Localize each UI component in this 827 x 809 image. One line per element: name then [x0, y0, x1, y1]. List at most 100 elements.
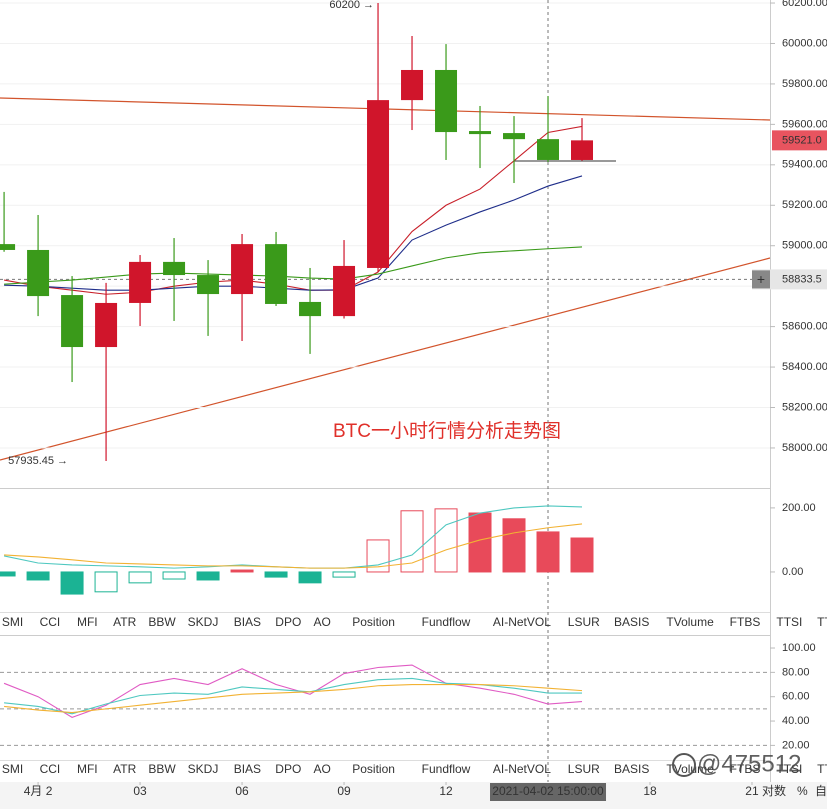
price-annotation: 57935.45 → — [8, 455, 68, 467]
y-tick-label: 100.00 — [782, 642, 816, 654]
x-tick-label: 18 — [643, 784, 657, 798]
y-tick-label: 59800.00 — [782, 78, 827, 90]
crosshair-x-tag — [490, 783, 607, 801]
crosshair-x-label: 2021-04-02 15:00:00 — [492, 784, 604, 798]
indicator-bar — [162, 571, 186, 580]
chart-title: BTC一小时行情分析走势图 — [333, 420, 561, 442]
watermark: @475512 — [697, 750, 801, 777]
indicator-bar — [332, 571, 356, 578]
add-button[interactable] — [752, 270, 770, 289]
axis-option[interactable]: 对数 — [762, 783, 786, 798]
y-tick-label: 60200.00 — [782, 0, 827, 9]
indicator-bar — [366, 539, 390, 573]
indicator-tab[interactable]: BIAS — [234, 762, 261, 776]
add-icon: + — [757, 271, 765, 287]
indicator-tab[interactable]: AI-NetVOL — [493, 615, 551, 629]
indicator-tab[interactable]: CCI — [40, 762, 61, 776]
indicator-bar — [502, 518, 526, 573]
last-price-tag — [772, 130, 827, 151]
candle-body — [231, 244, 254, 295]
candle-body — [95, 302, 118, 348]
indicator-tab[interactable]: MFI — [77, 762, 98, 776]
indicator-bar — [128, 571, 152, 584]
indicator-tab[interactable]: FTBS — [730, 615, 761, 629]
indicator-tab[interactable]: Position — [352, 762, 395, 776]
candle-body — [27, 249, 50, 297]
moving-average — [3, 125, 583, 295]
indicator-tab[interactable]: SKDJ — [188, 762, 219, 776]
indicator-bar — [570, 537, 594, 573]
axis-option[interactable]: 自 — [815, 784, 827, 798]
candle-body — [129, 261, 152, 303]
indicator-tab[interactable]: TTSI — [776, 615, 802, 629]
indicator-tab[interactable]: LSUR — [568, 762, 600, 776]
indicator-tab[interactable]: BASIS — [614, 762, 649, 776]
x-tick-label: 4月 2 — [24, 784, 53, 798]
candle-body — [333, 265, 356, 317]
indicator-tab[interactable]: AO — [314, 615, 331, 629]
indicator-tab[interactable]: FTBS — [730, 762, 761, 776]
indicator-line — [4, 523, 583, 569]
indicator-tab[interactable]: MFI — [77, 615, 98, 629]
indicator-bar — [60, 571, 84, 595]
oscillator-line — [3, 664, 583, 719]
indicator-tab[interactable]: LSUR — [568, 615, 600, 629]
y-tick-label: 20.00 — [782, 739, 810, 751]
watermark-logo — [672, 753, 696, 777]
candle-body — [0, 244, 16, 250]
indicator-tab[interactable]: BASIS — [614, 615, 649, 629]
x-tick-label: 21 — [745, 784, 759, 798]
indicator-tab[interactable]: SMI — [2, 762, 23, 776]
indicator-tab[interactable]: Fundflow — [422, 762, 471, 776]
indicator-tab[interactable]: BIAS — [234, 615, 261, 629]
indicator-tab[interactable]: DPO — [275, 762, 301, 776]
y-tick-label: 0.00 — [782, 566, 803, 578]
indicator-tab[interactable]: AO — [314, 762, 331, 776]
y-tick-label: 59000.00 — [782, 240, 827, 252]
last-price-label: 59521.0 — [782, 134, 822, 146]
y-tick-label: 80.00 — [782, 666, 810, 678]
x-tick-label: 12 — [439, 784, 453, 798]
crosshair-y-label: 58833.5 — [782, 273, 822, 285]
indicator-tab[interactable]: CCI — [40, 615, 61, 629]
candle-body — [537, 139, 560, 160]
y-tick-label: 59200.00 — [782, 199, 827, 211]
candle-body — [299, 301, 322, 317]
indicator-bar — [536, 531, 560, 573]
y-tick-label: 60.00 — [782, 691, 810, 703]
y-tick-label: 40.00 — [782, 715, 810, 727]
time-axis-bg — [0, 782, 827, 809]
indicator-tab[interactable]: BBW — [148, 762, 176, 776]
indicator-tab[interactable]: TTMU — [817, 615, 827, 629]
indicator-tab[interactable]: TVolume — [666, 615, 714, 629]
indicator-tab[interactable]: ATR — [113, 615, 136, 629]
moving-average — [4, 246, 583, 285]
trend-line — [0, 257, 771, 461]
candle-body — [265, 244, 288, 304]
x-tick-label: 06 — [235, 784, 249, 798]
indicator-tab[interactable]: DPO — [275, 615, 301, 629]
y-tick-label: 200.00 — [782, 502, 816, 514]
indicator-tab[interactable]: AI-NetVOL — [493, 762, 551, 776]
indicator-bar — [196, 571, 220, 581]
x-tick-label: 09 — [337, 784, 351, 798]
candle-body — [163, 261, 186, 276]
indicator-tab[interactable]: Position — [352, 615, 395, 629]
indicator-tab[interactable]: SMI — [2, 615, 23, 629]
axis-option[interactable]: % — [797, 784, 808, 798]
y-tick-label: 58000.00 — [782, 442, 827, 454]
indicator-tab[interactable]: TVolume — [666, 762, 714, 776]
indicator-tab[interactable]: Fundflow — [422, 615, 471, 629]
candle-body — [469, 131, 492, 135]
indicator-tab[interactable]: SKDJ — [188, 615, 219, 629]
indicator-tab[interactable]: TTSI — [776, 762, 802, 776]
indicator-tab[interactable]: TTMU — [817, 762, 827, 776]
indicator-tab[interactable]: ATR — [113, 762, 136, 776]
candle-body — [571, 140, 594, 160]
y-tick-label: 60000.00 — [782, 37, 827, 49]
indicator-bar — [434, 508, 458, 573]
candle-body — [367, 100, 390, 268]
y-tick-label: 59600.00 — [782, 118, 827, 130]
indicator-tab[interactable]: BBW — [148, 615, 176, 629]
